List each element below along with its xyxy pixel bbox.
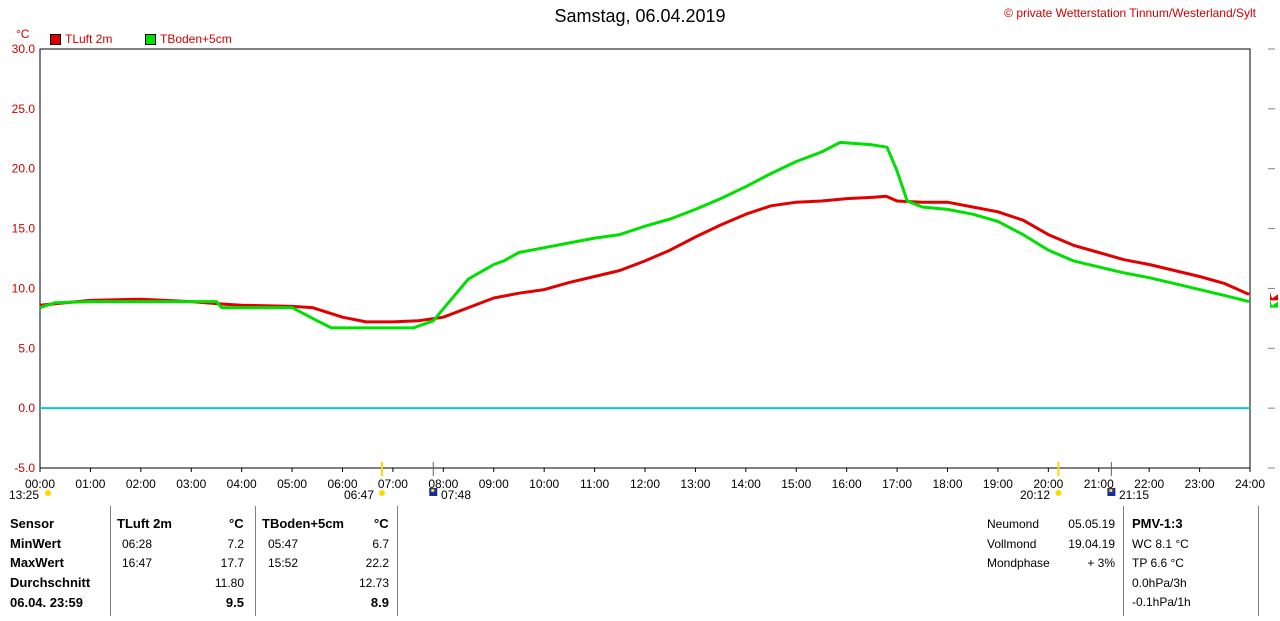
moon-label-full: Vollmond	[987, 537, 1037, 551]
pmv-line-3: 0.0hPa/3h	[1132, 576, 1187, 590]
col1-max-time: 16:47	[122, 556, 153, 570]
moon-value-full: 19.04.19	[1068, 537, 1115, 551]
y-tick-label: 5.0	[18, 341, 35, 355]
y-tick-label: 10.0	[12, 281, 36, 295]
pmv-line-1: WC 8.1 °C	[1132, 537, 1189, 551]
plot-area	[39, 48, 1251, 469]
col2-header: TBoden+5cm	[262, 516, 344, 531]
col1-min-time: 06:28	[122, 537, 153, 551]
y-tick-label: 15.0	[12, 222, 36, 236]
row-label-max: MaxWert	[10, 555, 64, 570]
col1-unit: °C	[229, 516, 244, 531]
col1-header: TLuft 2m	[117, 516, 172, 531]
sun-moon-markers	[45, 462, 1116, 496]
y-axis-labels: 30.0 25.0 20.0 15.0 10.0 5.0 0.0 -5.0	[12, 42, 36, 475]
row-label-avg: Durchschnitt	[10, 575, 91, 590]
x-tick-label: 08:00	[428, 477, 458, 491]
y-tick-label: 25.0	[12, 102, 36, 116]
x-tick-label: 14:00	[731, 477, 761, 491]
pmv-line-2: TP 6.6 °C	[1132, 556, 1184, 570]
x-tick-label: 05:00	[277, 477, 307, 491]
series-end-marker-tluft	[1270, 292, 1278, 301]
x-tick-label: 17:00	[882, 477, 912, 491]
chart-axes	[39, 48, 1275, 472]
series-end-marker-tboden	[1270, 299, 1278, 308]
pmv-title: PMV-1:3	[1132, 516, 1183, 531]
chart-series	[39, 140, 1278, 410]
copyright-notice: © private Wetterstation Tinnum/Westerlan…	[1004, 6, 1256, 20]
x-tick-label: 22:00	[1134, 477, 1164, 491]
chart-title: Samstag, 06.04.2019	[554, 6, 726, 26]
legend-item-tboden: TBoden+5cm	[145, 32, 232, 46]
row-label-current: 06.04. 23:59	[10, 595, 84, 610]
y-axis-unit: °C	[16, 27, 30, 41]
col2-min-time: 05:47	[268, 537, 299, 551]
x-tick-label: 16:00	[832, 477, 862, 491]
col2-current-value: 8.9	[370, 595, 389, 610]
x-tick-label: 09:00	[479, 477, 509, 491]
series-line-tboden	[39, 140, 1250, 330]
series-line-tluft	[39, 194, 1250, 324]
x-tick-label: 10:00	[529, 477, 559, 491]
x-axis-labels: 00:00 01:00 02:00 03:00 04:00 05:00 06:00 07:00…	[25, 477, 1265, 491]
y-tick-label: 20.0	[12, 162, 36, 176]
x-tick-label: 24:00	[1235, 477, 1265, 491]
x-tick-label: 01:00	[75, 477, 105, 491]
moonrise-time: 21:15	[1119, 488, 1150, 502]
col1-current-value: 9.5	[225, 595, 244, 610]
dawn-time: 07:48	[441, 488, 472, 502]
sunset-marker-dot	[1055, 490, 1062, 496]
moon-value-new: 05.05.19	[1068, 517, 1115, 531]
col2-unit: °C	[374, 516, 389, 531]
col2-max-time: 15:52	[268, 556, 299, 570]
moonset-marker-dot	[45, 490, 51, 496]
x-tick-label: 13:00	[680, 477, 710, 491]
legend-swatch-tluft	[50, 33, 61, 45]
col2-avg-value: 12.73	[358, 576, 389, 590]
x-tick-label: 00:00	[25, 477, 55, 491]
x-tick-label: 07:00	[378, 477, 408, 491]
moon-label-new: Neumond	[987, 517, 1040, 531]
y-tick-label: -5.0	[14, 461, 35, 475]
x-tick-label: 12:00	[630, 477, 660, 491]
legend-label-tboden: TBoden+5cm	[160, 32, 232, 46]
x-tick-label: 20:00	[1033, 477, 1063, 491]
y-tick-label: 30.0	[12, 42, 36, 56]
statistics-panel: Sensor MinWert MaxWert Durchschnitt 06.0…	[0, 506, 1280, 621]
moon-value-phase: + 3%	[1087, 556, 1115, 570]
x-tick-label: 02:00	[126, 477, 156, 491]
sunrise-time: 06:47	[344, 488, 375, 502]
col1-max-value: 17.7	[220, 556, 244, 570]
sunrise-marker-dot	[378, 490, 385, 496]
row-label-sensor: Sensor	[10, 516, 55, 531]
x-tick-label: 23:00	[1185, 477, 1215, 491]
moonset-time: 13:25	[9, 488, 40, 502]
x-tick-label: 19:00	[983, 477, 1013, 491]
legend-swatch-tboden	[145, 33, 156, 45]
col1-min-value: 7.2	[227, 537, 244, 551]
x-tick-label: 21:00	[1084, 477, 1114, 491]
x-tick-label: 03:00	[176, 477, 206, 491]
legend-item-tluft: TLuft 2m	[50, 32, 112, 46]
x-tick-label: 04:00	[227, 477, 257, 491]
col2-min-value: 6.7	[372, 537, 389, 551]
x-tick-label: 11:00	[580, 477, 609, 491]
col2-max-value: 22.2	[365, 556, 389, 570]
dawn-marker-icon-highlight	[431, 489, 435, 492]
moonrise-marker-icon-highlight	[1109, 489, 1113, 492]
sunset-time: 20:12	[1020, 488, 1051, 502]
x-tick-label: 06:00	[327, 477, 357, 491]
x-tick-label: 15:00	[781, 477, 811, 491]
y-tick-label: 0.0	[18, 401, 35, 415]
moon-label-phase: Mondphase	[987, 556, 1050, 570]
col1-avg-value: 11.80	[214, 576, 244, 590]
row-label-min: MinWert	[10, 536, 62, 551]
legend-label-tluft: TLuft 2m	[65, 32, 113, 46]
pmv-line-4: -0.1hPa/1h	[1132, 595, 1191, 609]
x-tick-label: 18:00	[932, 477, 962, 491]
